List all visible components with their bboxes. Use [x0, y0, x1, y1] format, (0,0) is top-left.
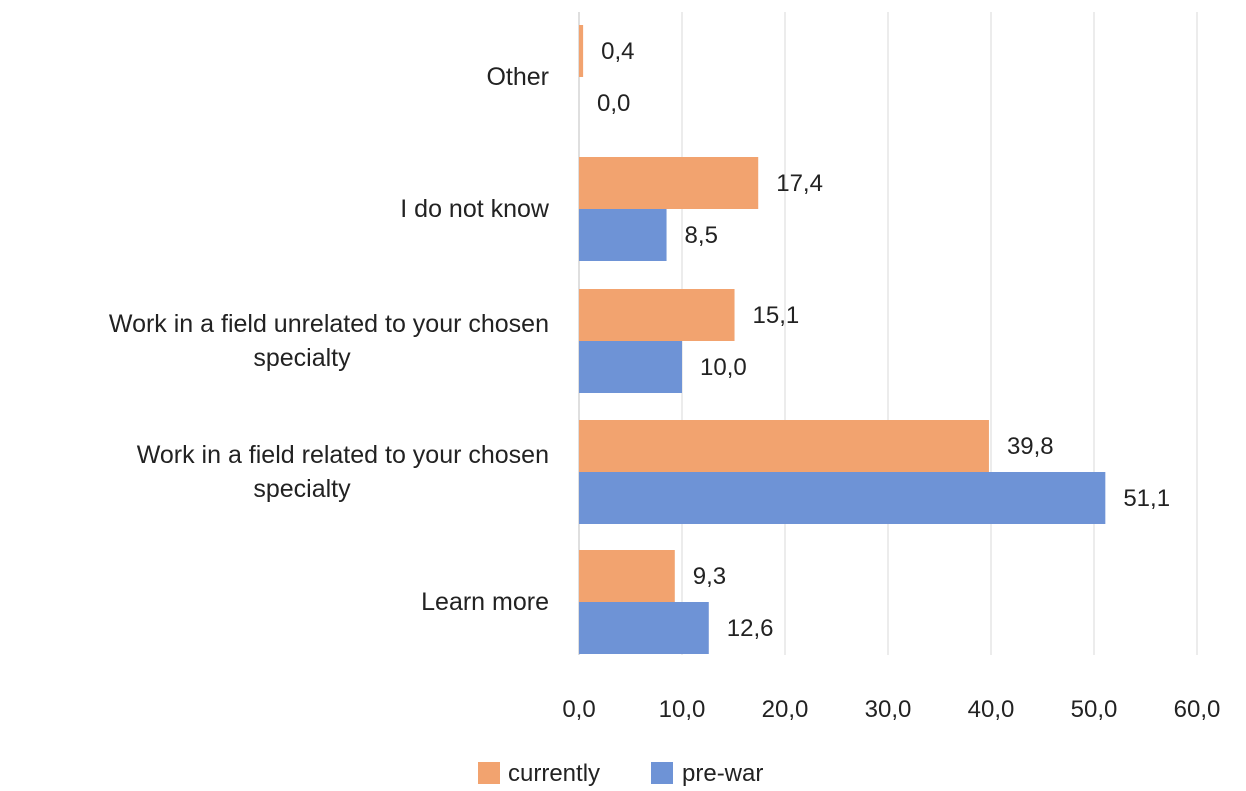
bar-currently	[579, 289, 735, 341]
data-label: 12,6	[727, 615, 774, 642]
bars	[579, 25, 1106, 654]
bar-currently	[579, 550, 675, 602]
category-label: specialty	[253, 344, 351, 372]
data-label: 17,4	[776, 170, 823, 197]
legend: currently pre-war	[478, 760, 763, 787]
legend-swatch	[651, 762, 673, 784]
data-label: 9,3	[693, 563, 726, 590]
x-tick-label: 50,0	[1071, 696, 1118, 723]
x-tick-label: 20,0	[762, 696, 809, 723]
category-label: Learn more	[421, 588, 549, 616]
x-tick-label: 30,0	[865, 696, 912, 723]
bar-currently	[579, 25, 584, 77]
category-labels: Other I do not know Work in a field unrela…	[109, 63, 550, 616]
bar-currently	[579, 157, 759, 209]
x-axis-tick-labels: 0,0 10,0 20,0 30,0 40,0 50,0 60,0	[562, 696, 1220, 723]
category-label: specialty	[253, 475, 351, 503]
legend-swatch	[478, 762, 500, 784]
data-label: 15,1	[753, 302, 800, 329]
legend-label: currently	[508, 760, 600, 786]
data-label: 8,5	[685, 222, 718, 249]
x-tick-label: 40,0	[968, 696, 1015, 723]
data-labels: 0,4 17,4 15,1 39,8 9,3 0,0 8,5 10,0 51,1 12,6	[597, 38, 1170, 642]
bar-pre-war	[579, 602, 709, 654]
category-label: Other	[486, 63, 549, 91]
data-label: 0,0	[597, 90, 630, 117]
bar-currently	[579, 420, 989, 472]
legend-label: pre-war	[682, 760, 763, 786]
x-tick-label: 0,0	[562, 696, 595, 723]
data-label: 10,0	[700, 354, 747, 381]
x-tick-label: 60,0	[1174, 696, 1221, 723]
data-label: 39,8	[1007, 433, 1054, 460]
category-label: I do not know	[400, 195, 550, 223]
category-label: Work in a field related to your chosen	[137, 441, 549, 469]
bar-pre-war	[579, 472, 1106, 524]
gridlines	[578, 12, 1198, 655]
x-tick-label: 10,0	[659, 696, 706, 723]
data-label: 51,1	[1123, 485, 1170, 512]
bar-pre-war	[579, 341, 682, 393]
category-label: Work in a field unrelated to your chosen	[109, 310, 549, 338]
bar-pre-war	[579, 209, 667, 261]
data-label: 0,4	[601, 38, 634, 65]
